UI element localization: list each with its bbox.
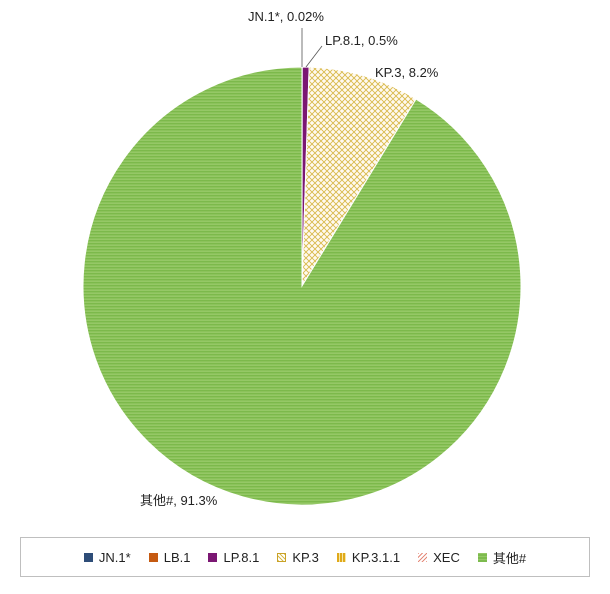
legend-label: LP.8.1 — [223, 549, 260, 565]
slice-label-其他#: 其他#, 91.3% — [140, 493, 218, 508]
legend-label: XEC — [433, 549, 460, 565]
slice-label-LP.8.1: LP.8.1, 0.5% — [325, 33, 398, 48]
legend-label: JN.1* — [98, 549, 131, 565]
legend-label: KP.3.1.1 — [351, 549, 401, 565]
legend-swatch — [148, 552, 158, 562]
pie-slice-其他# — [82, 66, 522, 506]
legend-swatch — [336, 552, 346, 562]
legend-item: KP.3 — [277, 550, 319, 565]
legend-item: 其他# — [477, 548, 527, 567]
legend-label: KP.3 — [292, 549, 319, 565]
legend-swatch — [277, 552, 287, 562]
legend-swatch — [418, 552, 428, 562]
legend-item: KP.3.1.1 — [336, 549, 401, 565]
legend-item: XEC — [418, 550, 460, 565]
chart-legend: JN.1* LB.1 LP.8.1 KP.3 KP.3.1.1 XEC 其他# — [20, 537, 590, 577]
legend-item: LB.1 — [148, 549, 191, 565]
leader-line-lp81 — [305, 45, 323, 68]
legend-item: LP.8.1 — [208, 550, 259, 565]
pie-slice-KP.3 — [301, 66, 417, 288]
legend-item: JN.1* — [83, 549, 131, 565]
legend-swatch — [83, 552, 93, 562]
slice-label-JN.1*: JN.1*, 0.02% — [248, 9, 324, 24]
legend-label: 其他# — [492, 550, 527, 566]
legend-swatch — [208, 552, 218, 562]
slice-label-KP.3: KP.3, 8.2% — [375, 65, 439, 80]
legend-label: LB.1 — [163, 549, 191, 565]
legend-swatch — [477, 552, 487, 562]
